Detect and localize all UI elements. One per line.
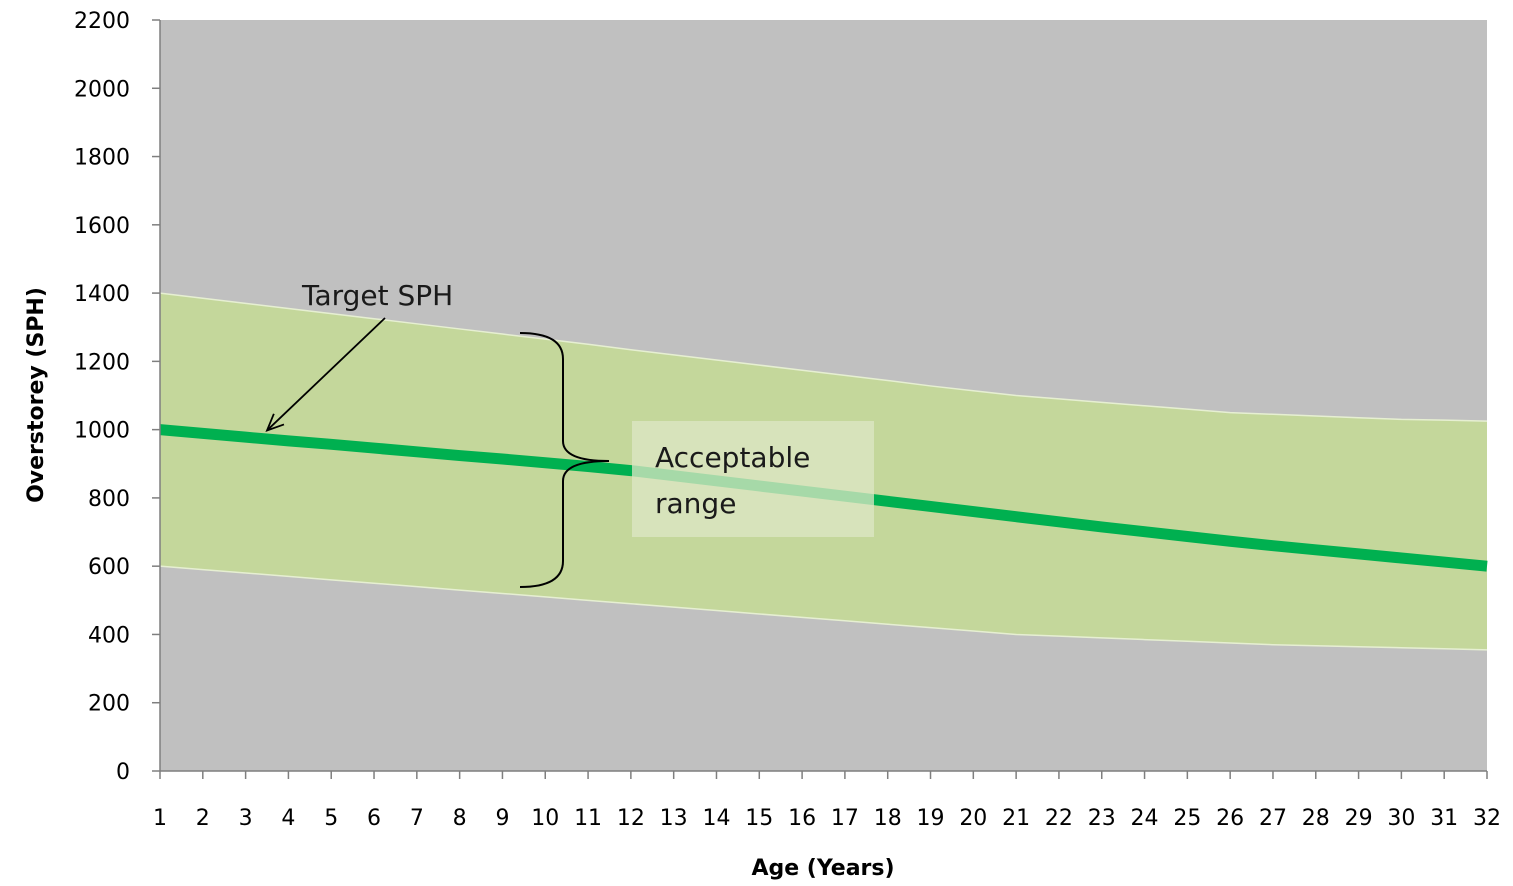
acceptable-range-label-line1: Acceptable <box>655 441 810 474</box>
x-tick-label: 29 <box>1345 806 1373 831</box>
x-tick-label: 21 <box>1002 806 1030 831</box>
x-tick-label: 14 <box>702 806 730 831</box>
y-tick-label: 1400 <box>74 282 130 307</box>
x-tick-label: 17 <box>831 806 859 831</box>
x-tick-label: 19 <box>917 806 945 831</box>
x-tick-label: 6 <box>367 806 381 831</box>
y-tick-label: 1600 <box>74 214 130 239</box>
x-tick-label: 32 <box>1473 806 1501 831</box>
x-tick-label: 1 <box>153 806 167 831</box>
x-tick-label: 27 <box>1259 806 1287 831</box>
x-tick-label: 10 <box>531 806 559 831</box>
x-tick-label: 30 <box>1387 806 1415 831</box>
acceptable-range-brace <box>519 332 610 588</box>
upper-bound-line <box>159 292 1488 422</box>
y-tick-label: 2000 <box>74 77 130 102</box>
target-sph-label: Target SPH <box>301 279 453 312</box>
lower-bound-line <box>159 565 1488 651</box>
annotations: Target SPH Acceptable range <box>265 279 874 588</box>
target-sph-arrowhead <box>265 413 285 432</box>
x-tick-label: 3 <box>239 806 253 831</box>
x-tick-label: 23 <box>1088 806 1116 831</box>
x-tick-label: 11 <box>574 806 602 831</box>
x-tick-label: 9 <box>495 806 509 831</box>
x-tick-label: 5 <box>324 806 338 831</box>
x-tick-label: 24 <box>1131 806 1159 831</box>
y-tick-label: 0 <box>116 760 130 785</box>
x-tick-label: 16 <box>788 806 816 831</box>
target-sph-arrow <box>266 317 386 432</box>
y-axis-title: Overstorey (SPH) <box>24 287 49 503</box>
y-tick-label: 1800 <box>74 146 130 171</box>
y-tick-label: 2200 <box>74 9 130 34</box>
y-tick-label: 1000 <box>74 419 130 444</box>
y-tick-label: 600 <box>88 555 130 580</box>
x-tick-label: 31 <box>1430 806 1458 831</box>
x-tick-label: 18 <box>874 806 902 831</box>
plot-area <box>159 20 1488 771</box>
x-tick-label: 15 <box>745 806 773 831</box>
x-tick-label: 25 <box>1173 806 1201 831</box>
x-tick-label: 20 <box>959 806 987 831</box>
x-tick-label: 4 <box>281 806 295 831</box>
x-tick-label: 2 <box>196 806 210 831</box>
y-tick-label: 800 <box>88 487 130 512</box>
x-tick-label: 7 <box>410 806 424 831</box>
x-tick-label: 26 <box>1216 806 1244 831</box>
y-tick-label: 1200 <box>74 350 130 375</box>
x-tick-label: 12 <box>617 806 645 831</box>
x-tick-label: 8 <box>453 806 467 831</box>
y-tick-label: 400 <box>88 623 130 648</box>
acceptable-range-label-line2: range <box>655 487 736 520</box>
x-axis-title: Age (Years) <box>751 856 894 881</box>
axes: 0200400600800100012001400160018002000220… <box>74 9 1501 831</box>
x-tick-label: 13 <box>660 806 688 831</box>
acceptable-range-label-box <box>632 421 874 537</box>
x-tick-label: 28 <box>1302 806 1330 831</box>
y-tick-label: 200 <box>88 692 130 717</box>
x-tick-label: 22 <box>1045 806 1073 831</box>
